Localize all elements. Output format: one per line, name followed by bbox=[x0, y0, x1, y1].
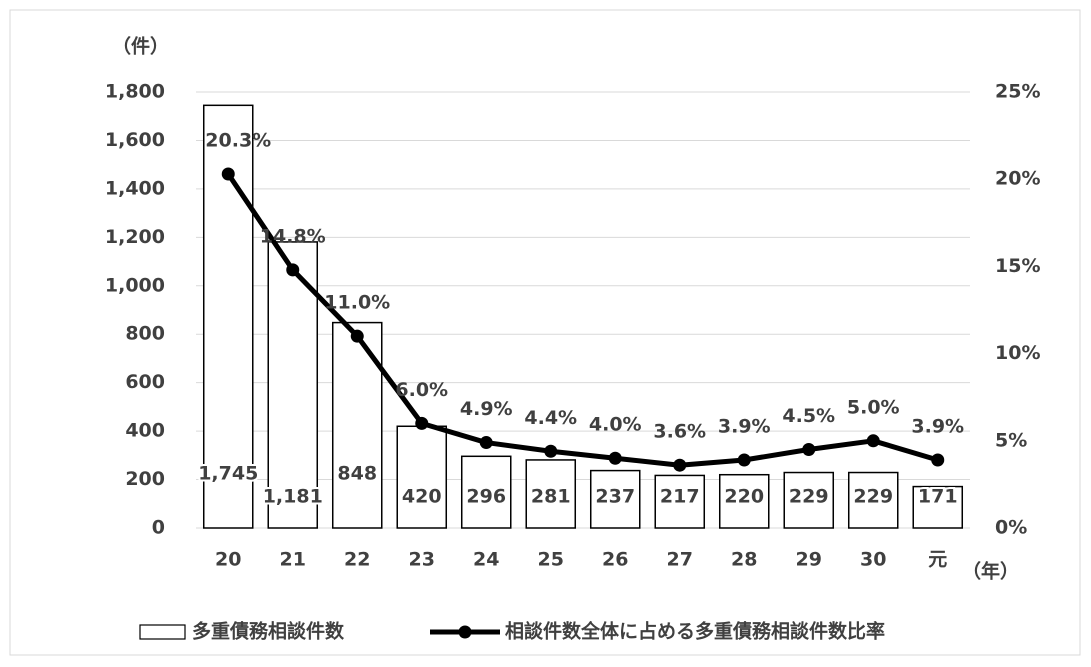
line-point bbox=[608, 451, 622, 465]
y-tick-label: 600 bbox=[125, 371, 165, 393]
bar-value-label: 296 bbox=[466, 486, 506, 508]
y-tick-label: 1,800 bbox=[105, 81, 165, 103]
bar bbox=[589, 469, 641, 529]
x-tick-label: 29 bbox=[796, 549, 822, 571]
line-point bbox=[544, 444, 558, 458]
bar-value-label: 1,181 bbox=[263, 486, 323, 508]
y-tick-label: 800 bbox=[125, 323, 165, 345]
x-tick-label: 24 bbox=[473, 549, 499, 571]
bar bbox=[912, 485, 964, 529]
bar-value-label: 281 bbox=[531, 486, 571, 508]
line-value-label: 4.4% bbox=[524, 407, 577, 429]
bar-value-label: 171 bbox=[918, 486, 958, 508]
y-tick-label: 1,400 bbox=[105, 177, 165, 199]
bar bbox=[783, 471, 835, 529]
line-point bbox=[673, 458, 687, 472]
line-point bbox=[415, 416, 429, 430]
x-tick-label: 25 bbox=[538, 549, 564, 571]
line-value-label: 20.3% bbox=[205, 129, 271, 151]
y2-tick-label: 15% bbox=[995, 255, 1040, 277]
x-tick-label: 23 bbox=[409, 549, 435, 571]
legend-label: 相談件数全体に占める多重債務相談件数比率 bbox=[505, 620, 885, 643]
y-tick-label: 1,600 bbox=[105, 129, 165, 151]
y2-tick-label: 10% bbox=[995, 342, 1040, 364]
line-point bbox=[802, 443, 816, 457]
bar-value-label: 220 bbox=[724, 486, 764, 508]
chart-frame bbox=[9, 9, 1081, 656]
x-tick-label: 27 bbox=[667, 549, 693, 571]
y2-tick-label: 5% bbox=[995, 429, 1027, 451]
bar bbox=[460, 455, 512, 529]
legend-swatch bbox=[139, 624, 186, 640]
line-value-label: 11.0% bbox=[324, 292, 390, 314]
y-tick-label: 200 bbox=[125, 468, 165, 490]
bar bbox=[847, 471, 899, 529]
bar-value-label: 229 bbox=[789, 486, 829, 508]
line-value-label: 6.0% bbox=[395, 379, 448, 401]
bar bbox=[654, 474, 706, 529]
bar-value-label: 229 bbox=[853, 486, 893, 508]
line-value-label: 5.0% bbox=[847, 396, 900, 418]
line-value-label: 14.8% bbox=[260, 225, 326, 247]
line-point bbox=[931, 453, 945, 467]
x-tick-label: 21 bbox=[280, 549, 306, 571]
bar-value-label: 848 bbox=[337, 463, 377, 485]
line-value-label: 4.0% bbox=[589, 414, 642, 436]
line-value-label: 3.6% bbox=[653, 421, 706, 443]
x-axis-label: （年） bbox=[962, 560, 1019, 583]
legend-swatch bbox=[458, 625, 472, 639]
x-tick-label: 22 bbox=[344, 549, 370, 571]
bar bbox=[331, 321, 383, 529]
x-tick-label: 20 bbox=[215, 549, 241, 571]
x-tick-label: 元 bbox=[928, 549, 947, 571]
y-tick-label: 1,200 bbox=[105, 226, 165, 248]
x-tick-label: 26 bbox=[602, 549, 628, 571]
line-value-label: 3.9% bbox=[718, 415, 771, 437]
line-point bbox=[286, 263, 300, 277]
y-axis-label: （件） bbox=[112, 35, 169, 58]
legend-label: 多重債務相談件数 bbox=[192, 620, 345, 643]
line-point bbox=[737, 453, 751, 467]
line-value-label: 4.9% bbox=[460, 398, 513, 420]
line-value-label: 3.9% bbox=[911, 415, 964, 437]
y-tick-label: 0 bbox=[152, 517, 165, 539]
bar bbox=[396, 425, 448, 529]
bar-value-label: 420 bbox=[402, 486, 442, 508]
line-value-label: 4.5% bbox=[782, 405, 835, 427]
y2-tick-label: 25% bbox=[995, 81, 1040, 103]
bar-value-label: 217 bbox=[660, 486, 700, 508]
line-point bbox=[350, 329, 364, 343]
y-tick-label: 400 bbox=[125, 420, 165, 442]
x-tick-label: 28 bbox=[731, 549, 757, 571]
y-tick-label: 1,000 bbox=[105, 274, 165, 296]
x-tick-label: 30 bbox=[860, 549, 886, 571]
line-point bbox=[479, 436, 493, 450]
y2-tick-label: 0% bbox=[995, 517, 1027, 539]
bar-value-label: 1,745 bbox=[198, 463, 258, 485]
line bbox=[226, 172, 939, 468]
line-point bbox=[221, 167, 235, 181]
line-point bbox=[866, 434, 880, 448]
bar bbox=[718, 473, 770, 529]
y2-tick-label: 20% bbox=[995, 168, 1040, 190]
bar bbox=[525, 459, 577, 529]
bar-value-label: 237 bbox=[595, 486, 635, 508]
